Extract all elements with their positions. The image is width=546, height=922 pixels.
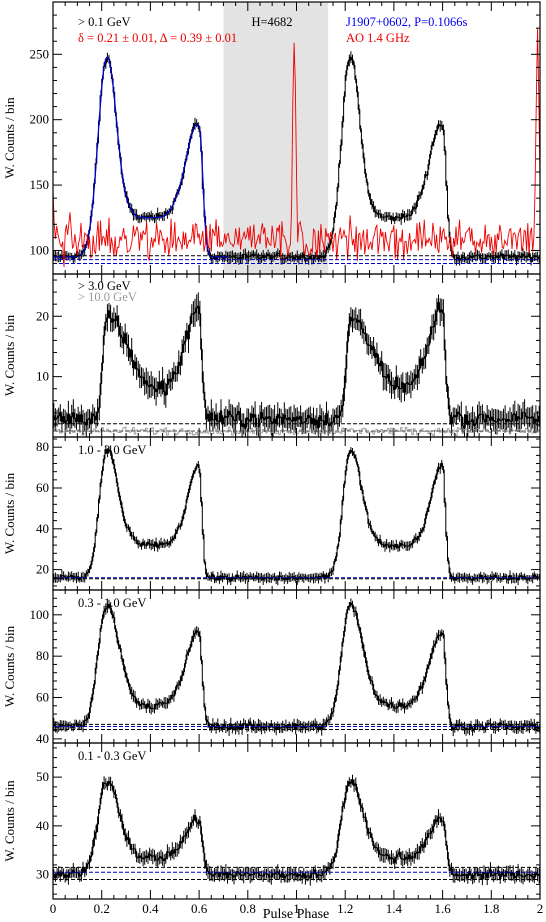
panel-annotation: AO 1.4 GHz [346,31,410,45]
y-tick-label: 80 [36,648,49,663]
y-tick-label: 50 [36,769,49,784]
panel-mid-high: 20 40 60 80 W. Counts / bin 1.0 - 3.0 GeV [2,436,541,591]
y-tick-label: 30 [36,867,49,882]
plot-area [53,292,540,437]
panel-annotation: J1907+0602, P=0.1066s [346,15,468,29]
panel-high: 10 20 W. Counts / bin > 3.0 GeV> 10.0 GeV [2,273,541,438]
pulse-profile-series [53,598,540,737]
y-tick-label: 40 [36,521,49,536]
x-tick-label: 0.8 [240,901,256,916]
y-axis-label: W. Counts / bin [2,97,17,179]
panel-annotation: > 3.0 GeV [78,279,131,293]
x-tick-label: 1.6 [434,901,451,916]
y-tick-label: 80 [36,439,49,454]
y-tick-label: 150 [30,177,50,192]
pulse-profile-series [53,445,540,586]
x-tick-label: 2 [537,901,544,916]
panel-annotation: 0.3 - 1.0 GeV [78,596,146,610]
y-tick-label: 40 [36,731,49,746]
radio-profile-series [53,28,540,268]
y-axis-label: W. Counts / bin [2,625,17,707]
panel-annotation: H=4682 [251,15,292,29]
y-tick-label: 20 [36,562,49,577]
y-tick-label: 40 [36,818,49,833]
x-tick-label: 0.2 [94,901,110,916]
y-axis-label: W. Counts / bin [2,780,17,862]
panel-low: 0 0.2 0.4 0.6 0.8 1 1.2 1.4 1.6 1.8 2 30 40 50 W. Coun… [2,742,544,916]
plot-area [53,774,540,886]
y-tick-label: 200 [30,112,50,127]
panel-annotation: > 10.0 GeV [78,290,137,304]
off-pulse-region [223,2,329,274]
pulse-profile-series [53,774,540,886]
model-fit-series [53,56,229,258]
panel-annotation: > 0.1 GeV [78,15,131,29]
x-tick-label: 1.8 [483,901,499,916]
x-tick-label: 1.2 [337,901,353,916]
y-axis-label: W. Counts / bin [2,314,17,396]
plot-area [53,445,540,586]
y-tick-label: 100 [30,607,50,622]
plot-area [53,2,540,274]
panel-annotation: 0.1 - 0.3 GeV [78,749,146,763]
y-axis-label: W. Counts / bin [2,472,17,554]
x-tick-label: 0 [50,901,57,916]
pulse-profile-series [53,292,540,437]
x-tick-label: 0.6 [191,901,208,916]
y-tick-label: 20 [36,308,49,323]
y-tick-label: 60 [36,690,49,705]
y-tick-label: 250 [30,46,50,61]
panel-frame [52,436,541,591]
x-tick-label: 0.4 [142,901,159,916]
x-tick-label: 1 [293,901,300,916]
y-tick-label: 10 [36,369,49,384]
y-tick-label: 100 [30,242,50,257]
x-axis-label: Pulse Phase [263,907,330,922]
panel-annotation: δ = 0.21 ± 0.01, Δ = 0.39 ± 0.01 [78,31,237,45]
x-tick-label: 1.4 [386,901,403,916]
panel-frame [52,589,541,744]
panel-top: 100 150 200 250 W. Counts / bin > 0.1 GeV δ = … [2,1,541,275]
panel-mid-low: 40 60 80 100 W. Counts / bin 0.3 - 1.0 GeV [2,589,541,746]
plot-area [53,598,540,737]
y-tick-label: 60 [36,480,49,495]
panel-annotation: 1.0 - 3.0 GeV [78,443,146,457]
